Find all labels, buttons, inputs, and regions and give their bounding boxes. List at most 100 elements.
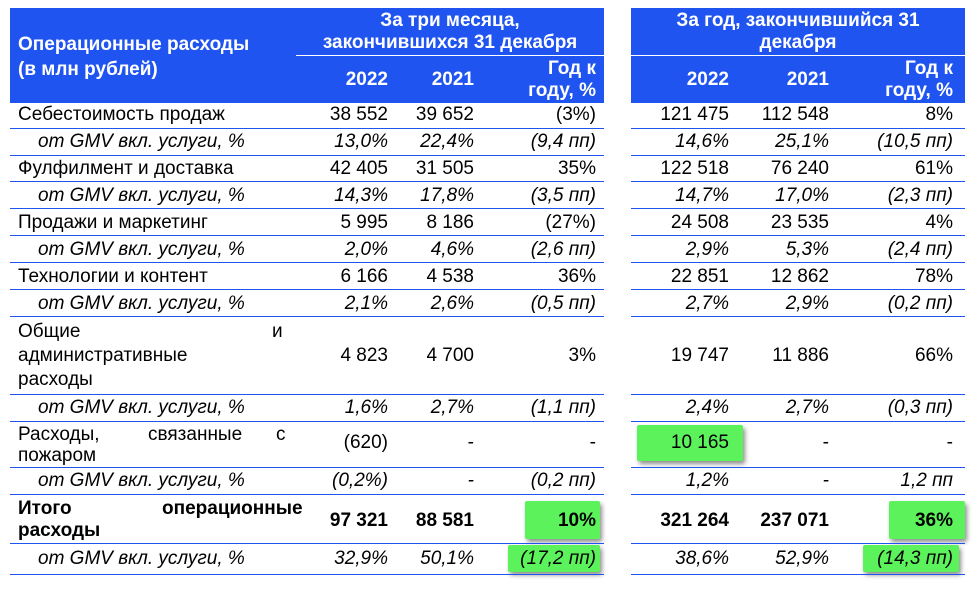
- cell-cogs-q22: 38 552: [329, 104, 388, 125]
- cell-ga-q22: 4 823: [340, 345, 388, 366]
- separator: [10, 394, 604, 395]
- cell-gmv-y22: 14,6%: [675, 131, 729, 152]
- separator: [10, 316, 604, 317]
- cell-gmv-y21: 17,0%: [775, 185, 829, 206]
- cell-gmv-q22: 32,9%: [334, 548, 388, 569]
- cell-gmv-yyoy: (2,3 пп): [887, 185, 953, 206]
- cell-tech-yyoy: 78%: [914, 266, 953, 287]
- separator: [10, 102, 604, 103]
- cell-gmv-y21: 2,9%: [785, 293, 829, 314]
- cell-gmv-qyoy: (2,6 пп): [530, 239, 596, 260]
- separator: [631, 421, 965, 422]
- separator: [10, 128, 604, 129]
- separator: [631, 208, 965, 209]
- cell-total-qyoy: 10%: [557, 510, 596, 531]
- cell-fire-q22: (620): [343, 432, 388, 453]
- separator: [10, 155, 604, 156]
- separator: [631, 316, 965, 317]
- row-label-fire-line1c: с: [276, 424, 286, 445]
- cell-ga-qyoy: 3%: [568, 345, 596, 366]
- cell-gmv-q22: (0,2%): [332, 470, 388, 491]
- cell-total-y21: 237 071: [760, 510, 829, 531]
- separator: [10, 494, 604, 495]
- cell-gmv-q21: 4,6%: [430, 239, 474, 260]
- separator: [631, 128, 965, 129]
- separator: [631, 494, 965, 495]
- row-label-fire-line1a: Расходы,: [18, 424, 100, 445]
- period-year-underline: [631, 55, 965, 56]
- cell-marketing-qyoy: (27%): [545, 212, 596, 233]
- table-subtitle: (в млн рублей): [18, 59, 158, 80]
- separator: [10, 421, 604, 422]
- cell-tech-qyoy: 36%: [557, 266, 596, 287]
- cell-total-y22: 321 264: [660, 510, 729, 531]
- cell-gmv-y22: 2,4%: [685, 397, 729, 418]
- separator: [10, 235, 604, 236]
- row-label-ga-line1a: Общие: [18, 321, 81, 342]
- cell-gmv-yyoy: (0,2 пп): [887, 293, 953, 314]
- cell-fulfillment-q22: 42 405: [329, 158, 388, 179]
- cell-total-q21: 88 581: [415, 510, 474, 531]
- cell-gmv-yyoy: (0,3 пп): [887, 397, 953, 418]
- cell-gmv-y21: 2,7%: [785, 397, 829, 418]
- separator: [10, 181, 604, 182]
- col-header-2021-year: 2021: [786, 69, 829, 90]
- cell-gmv-y22: 38,6%: [675, 548, 729, 569]
- cell-marketing-q22: 5 995: [340, 212, 388, 233]
- separator: [10, 208, 604, 209]
- period-year-header-line2: декабря: [759, 32, 837, 53]
- cell-gmv-y22: 2,7%: [685, 293, 729, 314]
- col-header-yoy-line2: году, %: [528, 80, 596, 101]
- cell-gmv-q22: 14,3%: [334, 185, 388, 206]
- cell-ga-y21: 11 886: [772, 345, 829, 366]
- col-header-yoy-year-line1: Год к: [904, 58, 953, 79]
- col-header-yoy-year-line2: году, %: [885, 80, 953, 101]
- cell-fulfillment-yyoy: 61%: [914, 158, 953, 179]
- row-label-ga-line2: административные: [18, 345, 188, 366]
- cell-gmv-q21: 17,8%: [420, 185, 474, 206]
- row-label-total-line1a: Итого: [18, 498, 72, 519]
- cell-gmv-y22: 1,2%: [685, 470, 729, 491]
- cell-gmv-qyoy: (17,2 пп): [520, 548, 596, 569]
- cell-marketing-y22: 24 508: [670, 212, 729, 233]
- cell-gmv-y21: 52,9%: [775, 548, 829, 569]
- separator: [10, 289, 604, 290]
- cell-gmv-yyoy: 1,2 пп: [900, 470, 953, 491]
- separator: [631, 289, 965, 290]
- row-label-gmv: от GMV вкл. услуги, %: [38, 131, 245, 152]
- cell-fire-qyoy: -: [589, 432, 596, 453]
- col-header-2021: 2021: [431, 69, 474, 90]
- cell-cogs-q21: 39 652: [415, 104, 474, 125]
- cell-fire-y21: -: [822, 432, 829, 453]
- col-header-2022-year: 2022: [686, 69, 729, 90]
- cell-marketing-y21: 23 535: [770, 212, 829, 233]
- highlight-total-3m-yoy: [525, 501, 600, 539]
- row-label-ga-line1b: и: [272, 321, 283, 342]
- cell-gmv-q22: 13,0%: [334, 131, 388, 152]
- separator: [10, 262, 604, 263]
- cell-tech-y21: 12 862: [770, 266, 829, 287]
- separator: [631, 543, 965, 544]
- row-label-total-line2: расходы: [18, 520, 101, 541]
- cell-total-yyoy: 36%: [914, 510, 953, 531]
- cell-fire-q21: -: [467, 432, 474, 453]
- cell-fulfillment-y22: 122 518: [660, 158, 729, 179]
- separator: [631, 155, 965, 156]
- cell-gmv-qyoy: (3,5 пп): [530, 185, 596, 206]
- cell-ga-yyoy: 66%: [914, 345, 953, 366]
- row-label-fire-line2: пожаром: [18, 445, 97, 466]
- cell-gmv-y22: 14,7%: [675, 185, 729, 206]
- row-label-cogs: Себестоимость продаж: [18, 104, 225, 125]
- cell-gmv-q21: 50,1%: [420, 548, 474, 569]
- cell-gmv-yyoy: (14,3 пп): [877, 548, 953, 569]
- period-3m-header-line1: За три месяца,: [380, 10, 520, 31]
- cell-gmv-yyoy: (2,4 пп): [887, 239, 953, 260]
- separator: [631, 467, 965, 468]
- separator: [10, 467, 604, 468]
- highlight-gmv-total-3m-yoy: [508, 545, 600, 572]
- separator: [631, 574, 965, 575]
- separator: [10, 543, 604, 544]
- cell-gmv-q21: 22,4%: [420, 131, 474, 152]
- cell-cogs-yyoy: 8%: [925, 104, 953, 125]
- row-label-gmv: от GMV вкл. услуги, %: [38, 239, 245, 260]
